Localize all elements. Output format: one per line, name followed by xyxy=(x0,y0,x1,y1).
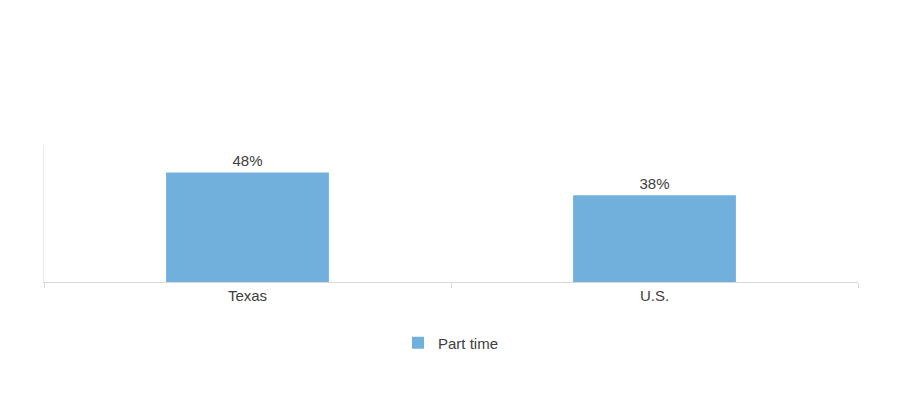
svg-text:Part time: Part time xyxy=(438,335,498,352)
svg-text:Texas: Texas xyxy=(228,287,267,304)
svg-text:48%: 48% xyxy=(232,152,262,169)
svg-text:U.S.: U.S. xyxy=(640,287,669,304)
svg-text:38%: 38% xyxy=(639,175,669,192)
